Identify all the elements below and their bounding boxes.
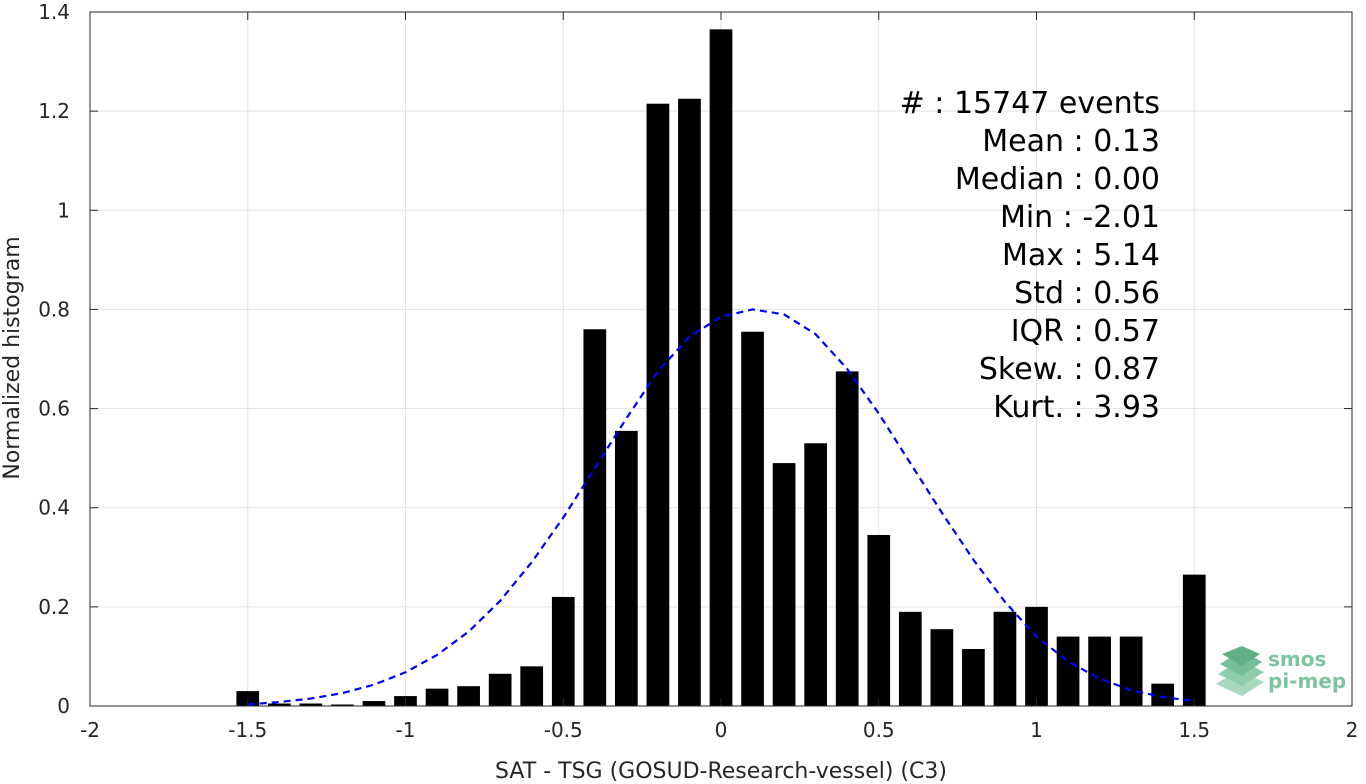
histogram-bar (299, 703, 323, 706)
x-tick-label: 1 (1030, 718, 1043, 742)
x-axis-label: SAT - TSG (GOSUD-Research-vessel) (C3) (495, 759, 947, 784)
histogram-bar (1056, 636, 1080, 706)
stat-line: Kurt. : 3.93 (993, 390, 1160, 425)
histogram-bars (236, 29, 1206, 707)
histogram-bar (1025, 606, 1048, 706)
y-tick-label: 0.6 (38, 397, 70, 421)
y-tick-label: 0 (57, 694, 70, 718)
histogram-bar (1088, 636, 1111, 706)
histogram-bar (488, 673, 512, 706)
stat-line: Min : -2.01 (1000, 200, 1160, 235)
x-tick-label: -1 (396, 718, 416, 742)
y-tick-label: 0.8 (38, 297, 70, 321)
histogram-bar (583, 329, 607, 706)
x-tick-label: 0.5 (863, 718, 895, 742)
logo-text-smos: smos (1268, 647, 1327, 671)
histogram-bar (930, 629, 954, 706)
x-tick-labels: -2 -1.5 -1 -0.5 0 0.5 1 1.5 2 (80, 718, 1358, 742)
smos-pimep-logo: smos pi-mep (1212, 642, 1362, 702)
histogram-bar (678, 98, 701, 706)
histogram-bar (867, 534, 891, 706)
histogram-bar (804, 443, 828, 706)
gaussian-fit-curve (247, 308, 1195, 706)
histogram-bar (772, 463, 796, 706)
histogram-bar (614, 430, 638, 706)
histogram-bar (646, 103, 670, 706)
x-tick-label: 2 (1346, 718, 1359, 742)
y-tick-label: 1.2 (38, 99, 70, 123)
y-tick-label: 1 (57, 198, 70, 222)
histogram-bar (709, 29, 733, 707)
logo-emblem-icon (1216, 646, 1264, 696)
histogram-bar (457, 686, 480, 706)
y-tick-label: 0.2 (38, 595, 70, 619)
histogram-bar (267, 703, 291, 706)
stat-line: IQR : 0.57 (1011, 314, 1160, 349)
histogram-bar (425, 688, 449, 706)
y-tick-label: 1.4 (38, 0, 70, 24)
histogram-bar (551, 596, 575, 706)
x-tick-label: 0 (715, 718, 728, 742)
stat-line: Std : 0.56 (1014, 276, 1160, 311)
stat-line: # : 15747 events (900, 86, 1160, 121)
histogram-bar (362, 701, 386, 706)
histogram-bar (993, 611, 1017, 706)
stat-line: Median : 0.00 (955, 162, 1160, 197)
histogram-bar (1182, 574, 1206, 706)
histogram-bar (1151, 683, 1175, 706)
histogram-bar (1119, 636, 1143, 706)
histogram-bar (741, 331, 764, 706)
logo-text-pimep: pi-mep (1268, 669, 1347, 693)
x-tick-label: -1.5 (228, 718, 267, 742)
y-tick-label: 0.4 (38, 496, 70, 520)
histogram-bar (835, 371, 859, 706)
axes (89, 11, 1353, 707)
histogram-bar (962, 648, 985, 706)
stat-line: Skew. : 0.87 (979, 352, 1160, 387)
x-tick-label: -2 (80, 718, 100, 742)
x-tick-label: 1.5 (1178, 718, 1210, 742)
y-tick-labels: 0 0.2 0.4 0.6 0.8 1 1.2 1.4 (38, 0, 70, 718)
x-tick-label: -0.5 (544, 718, 583, 742)
histogram-bar (331, 704, 354, 706)
stat-line: Max : 5.14 (1002, 238, 1160, 273)
y-axis-label: Normalized histogram (0, 236, 25, 479)
stat-line: Mean : 0.13 (982, 124, 1160, 159)
plot-frame (89, 11, 1353, 707)
histogram-bar (520, 666, 544, 706)
histogram-bar (898, 611, 922, 706)
